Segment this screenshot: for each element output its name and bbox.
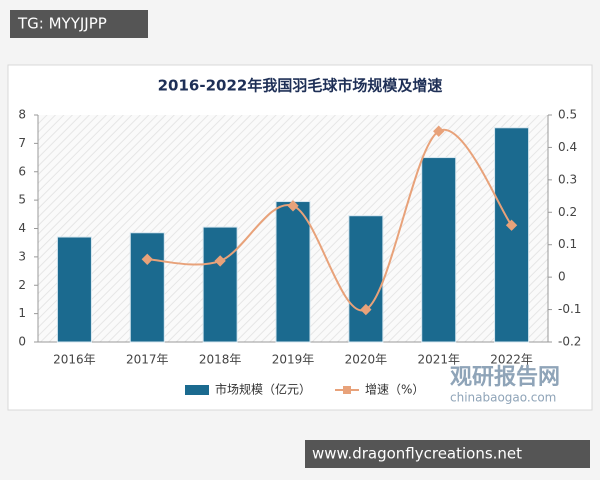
y2-tick-label: 0 (558, 270, 566, 284)
chart-title: 2016-2022年我国羽毛球市场规模及增速 (158, 77, 443, 95)
bar (202, 226, 238, 343)
legend-label: 市场规模（亿元） (215, 382, 311, 397)
y2-tick-label: 0.2 (558, 205, 577, 219)
legend-label: 增速（%） (365, 383, 424, 397)
y-tick-label: 5 (18, 193, 26, 207)
y2-tick-label: -0.2 (558, 335, 581, 349)
x-tick-label: 2021年 (417, 353, 460, 367)
y-tick-label: 4 (18, 221, 26, 235)
growth-marker (214, 255, 226, 267)
footer: www.dragonflycreations.net (312, 445, 522, 463)
y-tick-label: 8 (18, 108, 26, 122)
y-tick-label: 7 (18, 136, 26, 150)
y2-tick-label: 0.1 (558, 237, 577, 251)
x-tick-label: 2018年 (199, 353, 242, 367)
growth-marker (433, 125, 445, 137)
y-tick-label: 6 (18, 164, 26, 178)
y2-tick-label: 0.3 (558, 172, 577, 186)
tag-box (10, 10, 148, 38)
bar (348, 215, 384, 343)
growth-marker (505, 219, 518, 231)
legend-swatch (343, 386, 351, 394)
y2-tick-label: -0.1 (558, 302, 581, 316)
y-tick-label: 1 (18, 306, 26, 320)
y-tick-label: 3 (18, 249, 26, 263)
x-tick-label: 2019年 (272, 353, 315, 367)
bar (56, 236, 92, 343)
growth-marker (287, 200, 299, 212)
x-tick-label: 2016年 (53, 353, 96, 367)
y2-tick-label: 0.5 (558, 108, 577, 122)
x-tick-label: 2017年 (126, 353, 169, 367)
bar (129, 232, 165, 343)
footer-box (305, 440, 590, 468)
watermark: 观研报告网 (450, 365, 560, 390)
legend-swatch (185, 385, 209, 395)
bar (494, 127, 530, 343)
bar (421, 157, 457, 343)
watermark-url: chinabaogao.com (450, 391, 556, 405)
y-tick-label: 2 (18, 278, 26, 292)
y-tick-label: 0 (18, 335, 26, 349)
y2-tick-label: 0.4 (558, 140, 577, 154)
x-tick-label: 2022年 (490, 353, 533, 367)
growth-marker (360, 303, 372, 316)
bar (275, 201, 311, 343)
x-tick-label: 2020年 (345, 353, 388, 367)
tag: TG: MYYJJPP (17, 15, 107, 33)
